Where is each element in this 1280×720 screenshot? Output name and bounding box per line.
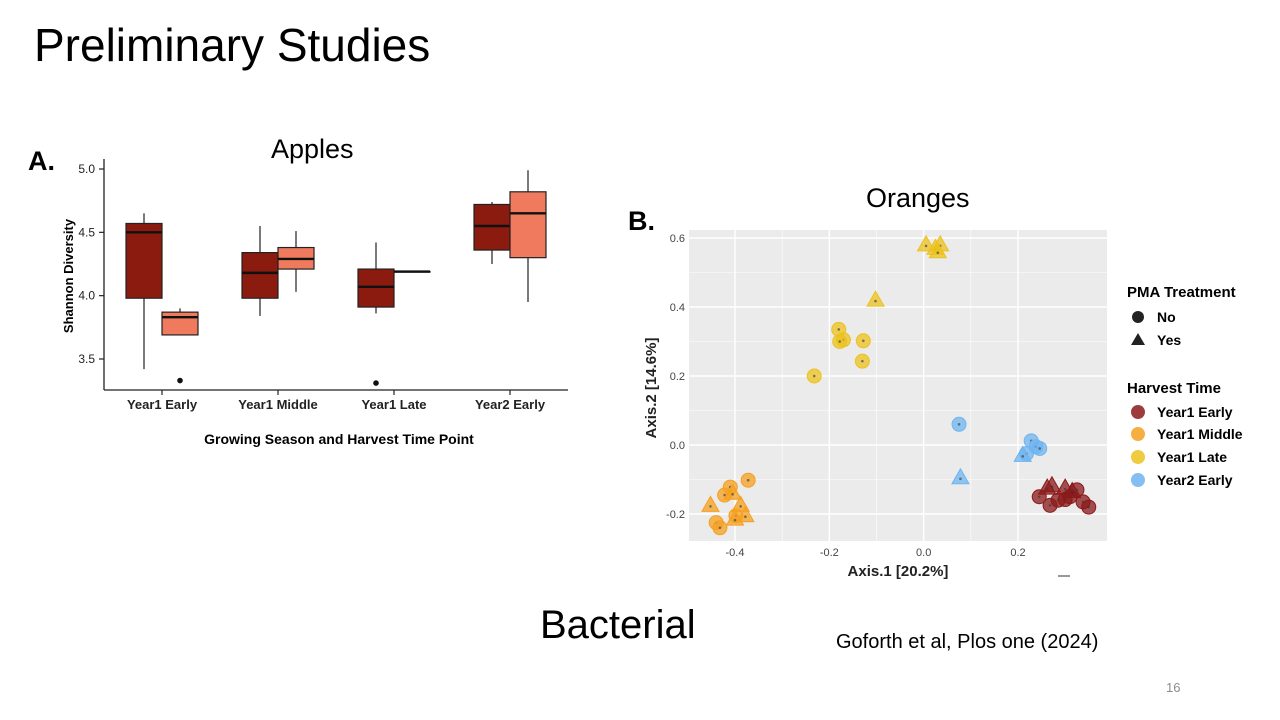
oranges-x-tick-label: 0.2	[1010, 547, 1025, 559]
legend-swatch-year2-early	[1131, 473, 1145, 487]
apples-y-tick-label: 3.5	[78, 352, 95, 366]
apples-box-year1-late-1	[357, 268, 395, 308]
apples-box-year2-early-2	[509, 191, 547, 259]
oranges-y-axis-label: Axis.2 [14.6%]	[643, 338, 660, 439]
apples-box-year2-early-1	[473, 203, 511, 251]
oranges-chart-title: Oranges	[866, 183, 970, 213]
oranges-point-year2-early-triangle	[951, 467, 970, 485]
oranges-point-year1-middle-triangle	[701, 495, 720, 512]
oranges-point-year2-early-center-dot	[1021, 455, 1025, 458]
oranges-point-year1-middle-center-dot	[746, 478, 750, 482]
oranges-point-year1-early-center-dot	[1048, 504, 1052, 507]
oranges-point-year1-middle-center-dot	[733, 518, 737, 522]
oranges-point-year1-early-center-dot	[1037, 495, 1041, 499]
legend-item-year1-middle: Year1 Middle	[1157, 426, 1243, 442]
oranges-point-year2-early-center-dot	[1038, 447, 1041, 450]
legend-title-pma: PMA Treatment	[1127, 284, 1236, 301]
oranges-point-year1-late-triangle	[928, 241, 948, 259]
citation: Goforth et al, Plos one (2024)	[836, 631, 1099, 653]
legend-circle-key	[1132, 311, 1144, 323]
oranges-point-year1-middle-center-dot	[739, 505, 742, 508]
oranges-point-year1-late-center-dot	[924, 244, 928, 248]
oranges-point-year1-middle-triangle	[723, 483, 742, 500]
apples-y-tick-label: 5.0	[78, 162, 95, 176]
oranges-legend: PMA Treatment No Yes Harvest Time Year1 …	[1127, 284, 1243, 488]
oranges-x-tick-label: 0.0	[916, 547, 931, 559]
oranges-y-tick-label: 0.6	[670, 233, 685, 245]
oranges-point-year2-early-triangle	[1013, 445, 1033, 462]
oranges-point-year1-early-center-dot	[1087, 505, 1091, 509]
legend-item-year1-late: Year1 Late	[1157, 449, 1227, 465]
legend-item-yes: Yes	[1157, 332, 1181, 348]
legend-swatch-year1-early	[1131, 405, 1145, 419]
oranges-y-tick-label: 0.4	[670, 302, 685, 314]
oranges-point-year1-middle-triangle	[725, 509, 745, 526]
oranges-point-year1-late-triangle	[916, 234, 936, 252]
panel-label-a: A.	[28, 146, 55, 176]
oranges-point-year2-early-center-dot	[959, 477, 962, 481]
oranges-point-year1-early-triangle	[1062, 481, 1082, 499]
apples-box-year1-early-1	[125, 222, 163, 299]
apples-x-tick-label: Year1 Early	[127, 397, 198, 412]
apples-y-axis-label: Shannon Diversity	[61, 218, 76, 333]
apples-box-plot: 3.5 4.0 4.5 5.0 Year1 Early Year1 Middle Year1…	[61, 159, 568, 447]
legend-swatch-year1-late	[1131, 450, 1145, 464]
oranges-scatter-plot: -0.4 -0.2 0.0 0.2 -0.2 0.0 0.2 0.4 0.6 Axis.2 [1…	[643, 230, 1243, 580]
oranges-point-year1-early-center-dot	[1070, 491, 1074, 494]
apples-x-tick-label: Year1 Late	[361, 397, 426, 412]
oranges-point-year1-early-center-dot	[1063, 487, 1067, 491]
legend-triangle-key	[1131, 333, 1145, 345]
oranges-point-year1-early-triangle	[1042, 475, 1062, 493]
oranges-point-year1-late-center-dot	[812, 374, 816, 378]
apples-chart-title: Apples	[271, 134, 354, 164]
oranges-x-tick-label: -0.4	[726, 547, 745, 559]
oranges-y-tick-label: 0.2	[670, 371, 685, 383]
legend-swatch-year1-middle	[1131, 427, 1145, 441]
oranges-point-year1-middle-center-dot	[744, 515, 747, 519]
oranges-point-year1-late-center-dot	[861, 359, 864, 363]
apples-y-tick-label: 4.0	[78, 289, 95, 303]
apples-x-tick-label: Year1 Middle	[238, 397, 317, 412]
oranges-point-year1-late-center-dot	[874, 299, 877, 303]
apples-x-tick-label: Year2 Early	[475, 397, 546, 412]
bottom-caption: Bacterial	[540, 603, 696, 647]
oranges-point-year1-middle-center-dot	[723, 493, 726, 497]
legend-title-harvest: Harvest Time	[1127, 380, 1221, 397]
apples-x-axis-label: Growing Season and Harvest Time Point	[204, 431, 474, 447]
oranges-y-tick-label: 0.0	[670, 440, 685, 452]
oranges-point-year1-middle-center-dot	[709, 505, 712, 508]
apples-box-year1-early-2-outlier	[177, 377, 183, 384]
oranges-plot-background	[689, 230, 1107, 541]
apples-box-year1-late-1-outlier	[373, 380, 379, 386]
oranges-point-year1-late-triangle	[866, 290, 885, 307]
oranges-point-year1-middle-center-dot	[718, 526, 722, 530]
oranges-point-year2-early-center-dot	[957, 423, 961, 426]
slide-number: 16	[1166, 680, 1181, 695]
oranges-x-axis-label: Axis.1 [20.2%]	[848, 563, 949, 580]
oranges-point-year1-late-center-dot	[837, 328, 841, 331]
oranges-point-year1-late-center-dot	[838, 340, 842, 343]
legend-item-year1-early: Year1 Early	[1157, 404, 1233, 420]
apples-box-year1-middle-1	[241, 252, 279, 299]
panel-label-b: B.	[628, 206, 655, 236]
legend-item-year2-early: Year2 Early	[1157, 472, 1233, 488]
oranges-point-year1-middle-triangle	[736, 505, 755, 523]
apples-y-tick-label: 4.5	[78, 225, 95, 239]
legend-item-no: No	[1157, 309, 1176, 325]
oranges-point-year1-early-center-dot	[1050, 485, 1054, 489]
oranges-point-year1-middle-center-dot	[731, 493, 734, 496]
oranges-point-year1-late-center-dot	[861, 339, 865, 343]
slide-title: Preliminary Studies	[34, 19, 431, 71]
oranges-y-tick-label: -0.2	[666, 509, 685, 521]
oranges-point-year1-late-center-dot	[936, 251, 940, 255]
oranges-x-tick-label: -0.2	[820, 547, 839, 559]
